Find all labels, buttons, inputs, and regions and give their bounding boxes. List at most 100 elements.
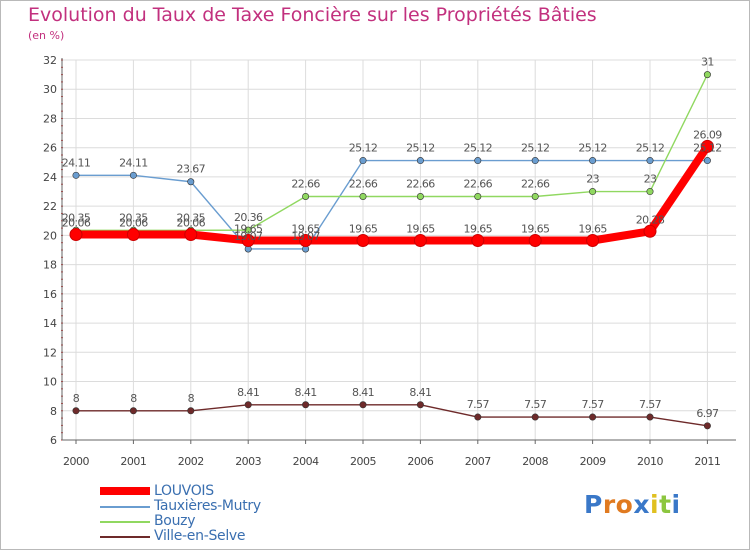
data-label-bouzy: 20.36 <box>234 211 263 224</box>
legend-swatch-tauxieres-mutry <box>100 506 150 508</box>
data-point-bouzy <box>416 193 424 201</box>
logo-letter: P <box>584 490 603 519</box>
data-label-bouzy: 20.35 <box>62 211 91 224</box>
data-label-tauxi-res-mutry: 23.67 <box>177 163 206 176</box>
x-tick-label: 2008 <box>522 455 548 468</box>
data-label-louvois: 20.06 <box>119 217 148 230</box>
y-tick-label: 18 <box>43 259 57 272</box>
data-point-tauxi-res-mutry <box>129 171 137 179</box>
data-label-louvois: 20.28 <box>636 213 665 226</box>
series-line-bouzy <box>75 73 709 231</box>
data-point-ville-en-selve <box>187 407 195 415</box>
data-label-ville-en-selve: 7.57 <box>524 398 547 411</box>
y-tick-label: 12 <box>43 346 57 359</box>
data-point-bouzy <box>244 226 252 234</box>
data-point-louvois <box>241 234 255 247</box>
x-tick-label: 2002 <box>178 455 204 468</box>
data-label-louvois: 19.65 <box>234 223 263 236</box>
legend-label-louvois: LOUVOIS <box>154 483 214 499</box>
data-point-ville-en-selve <box>359 401 367 409</box>
data-label-louvois: 19.65 <box>291 223 320 236</box>
data-point-tauxi-res-mutry <box>703 157 711 165</box>
x-tick-label: 2011 <box>694 455 720 468</box>
data-point-louvois <box>413 234 427 247</box>
data-label-ville-en-selve: 8.41 <box>237 386 259 399</box>
data-label-tauxi-res-mutry: 24.11 <box>62 156 91 169</box>
data-point-louvois <box>356 234 370 247</box>
x-tick-label: 2005 <box>350 455 376 468</box>
data-label-tauxi-res-mutry: 25.12 <box>464 142 493 155</box>
data-label-louvois: 19.65 <box>349 223 378 236</box>
data-point-bouzy <box>589 188 597 196</box>
data-label-bouzy: 22.66 <box>406 178 435 191</box>
x-tick-label: 2009 <box>580 455 606 468</box>
data-point-ville-en-selve <box>589 413 597 421</box>
legend-label-tauxieres-mutry: Tauxières-Mutry <box>154 498 261 514</box>
x-tick-label: 2001 <box>120 455 146 468</box>
y-tick-label: 22 <box>43 200 57 213</box>
y-tick-label: 30 <box>43 83 57 96</box>
data-label-tauxi-res-mutry: 19.07 <box>234 230 263 243</box>
chart-title: Evolution du Taux de Taxe Foncière sur l… <box>28 4 597 26</box>
x-tick-label: 2004 <box>293 455 319 468</box>
data-label-bouzy: 23 <box>586 173 599 186</box>
data-label-ville-en-selve: 8 <box>73 392 80 405</box>
data-point-louvois <box>126 228 140 242</box>
data-label-ville-en-selve: 7.57 <box>582 398 605 411</box>
data-label-ville-en-selve: 8.41 <box>295 386 317 399</box>
plot-area <box>62 60 736 440</box>
data-point-ville-en-selve <box>703 422 711 430</box>
data-point-ville-en-selve <box>531 413 539 421</box>
data-label-bouzy: 22.66 <box>521 178 550 191</box>
data-label-tauxi-res-mutry: 19.07 <box>291 230 320 243</box>
data-point-bouzy <box>359 193 367 201</box>
y-tick-label: 28 <box>43 112 57 125</box>
data-point-ville-en-selve <box>646 413 654 421</box>
data-label-louvois: 19.65 <box>578 223 607 236</box>
data-point-tauxi-res-mutry <box>416 157 424 165</box>
x-tick-label: 2000 <box>63 455 89 468</box>
data-point-ville-en-selve <box>244 401 252 409</box>
y-tick-label: 26 <box>43 142 57 155</box>
data-label-bouzy: 20.35 <box>177 211 206 224</box>
legend-label-ville-en-selve: Ville-en-Selve <box>154 528 246 544</box>
data-point-louvois <box>586 234 600 247</box>
data-label-louvois: 19.65 <box>521 223 550 236</box>
y-tick-label: 32 <box>43 54 57 67</box>
legend-swatch-bouzy <box>100 521 150 523</box>
data-label-bouzy: 20.35 <box>119 211 148 224</box>
data-label-ville-en-selve: 7.57 <box>639 398 662 411</box>
data-label-ville-en-selve: 8 <box>130 392 137 405</box>
series-line-tauxi-res-mutry <box>75 159 709 250</box>
data-point-ville-en-selve <box>302 401 310 409</box>
data-point-tauxi-res-mutry <box>187 178 195 186</box>
logo-letter: r <box>602 490 616 519</box>
data-point-louvois <box>528 234 542 247</box>
data-point-tauxi-res-mutry <box>359 157 367 165</box>
legend-swatch-ville-en-selve <box>100 536 150 538</box>
data-label-ville-en-selve: 7.57 <box>467 398 490 411</box>
data-label-louvois: 20.06 <box>177 217 206 230</box>
data-point-bouzy <box>646 188 654 196</box>
data-label-tauxi-res-mutry: 25.12 <box>693 142 722 155</box>
logo-letter: o <box>615 490 634 519</box>
data-label-tauxi-res-mutry: 25.12 <box>406 142 435 155</box>
data-label-tauxi-res-mutry: 25.12 <box>521 142 550 155</box>
y-tick-label: 10 <box>43 376 57 389</box>
data-label-bouzy: 31 <box>701 56 714 69</box>
data-point-ville-en-selve <box>129 407 137 415</box>
data-point-bouzy <box>703 71 711 79</box>
logo-letter: i <box>650 490 660 519</box>
data-label-louvois: 26.09 <box>693 128 722 141</box>
data-point-tauxi-res-mutry <box>589 157 597 165</box>
data-label-bouzy: 22.66 <box>291 178 320 191</box>
unit-label: (en %) <box>28 29 65 42</box>
x-tick-label: 2003 <box>235 455 261 468</box>
data-label-bouzy: 22.66 <box>464 178 493 191</box>
data-point-tauxi-res-mutry <box>474 157 482 165</box>
logo-letter: i <box>671 490 681 519</box>
data-point-tauxi-res-mutry <box>531 157 539 165</box>
data-label-tauxi-res-mutry: 25.12 <box>349 142 378 155</box>
proxiti-logo: Proxiti <box>584 490 681 519</box>
